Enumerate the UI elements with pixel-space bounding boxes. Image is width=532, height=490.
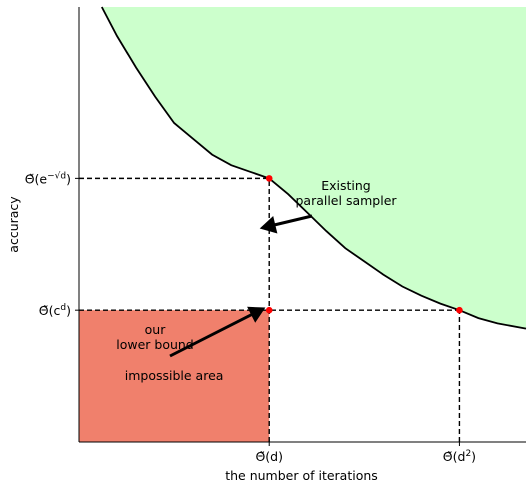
annotation-text: parallel sampler (295, 193, 397, 208)
x-tick-label: Θ̃(d2) (443, 449, 476, 464)
x-tick-label: Θ̃(d) (255, 449, 283, 464)
annotation-arrow (259, 214, 313, 234)
annotation-arrows (169, 214, 313, 358)
y-tick-label: Θ̃(e−√d) (25, 170, 71, 186)
axes (78, 7, 526, 443)
y-tick-label: Θ̃(cd) (39, 303, 71, 318)
impossible-area-label: impossible area (125, 368, 224, 383)
annotation-text: lower bound (116, 337, 194, 352)
frontier-curve (101, 6, 527, 330)
ticks: Θ̃(d) Θ̃(d2) Θ̃(cd) Θ̃(e−√d) (25, 170, 476, 464)
data-point (265, 306, 273, 314)
data-point (456, 306, 463, 314)
points (265, 175, 463, 314)
annotation-arrow (169, 306, 266, 358)
impossible-area (79, 310, 270, 442)
x-axis-label: the number of iterations (225, 468, 378, 483)
data-point (265, 175, 273, 182)
achievable-region (101, 7, 527, 329)
annotation-text: Existing (321, 178, 371, 193)
y-axis-label: accuracy (6, 196, 21, 253)
annotation-text: our (145, 322, 167, 337)
